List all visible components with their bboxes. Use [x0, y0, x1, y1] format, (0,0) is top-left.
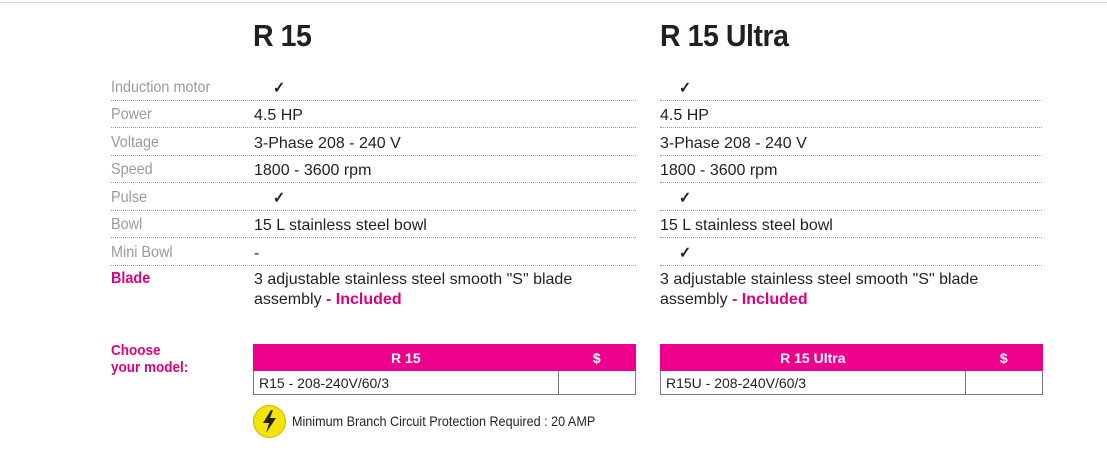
spec-label: Voltage — [111, 134, 160, 151]
blade-label: Blade — [111, 270, 151, 287]
check-mark-icon: ✓ — [679, 80, 692, 97]
dotted-divider — [660, 100, 1042, 101]
dotted-divider — [660, 155, 1042, 156]
check-mark-icon: ✓ — [679, 190, 692, 207]
price-table-price-cell — [557, 370, 637, 395]
model-title-r15: R 15 — [253, 18, 312, 53]
dotted-divider — [111, 210, 636, 211]
spec-value: 15 L stainless steel bowl — [660, 217, 833, 234]
dotted-divider — [660, 127, 1042, 128]
spec-value: 3-Phase 208 - 240 V — [254, 135, 401, 152]
price-table-sku: R15 - 208-240V/60/3 — [253, 370, 559, 395]
price-table-header-price: $ — [964, 344, 1044, 371]
price-table-price-cell — [964, 370, 1044, 395]
dotted-divider — [111, 182, 636, 183]
price-table-header-model: R 15 Ultra — [660, 344, 966, 371]
spec-label: Induction motor — [111, 79, 211, 96]
spec-value: 15 L stainless steel bowl — [254, 217, 427, 234]
dotted-divider — [111, 237, 636, 238]
check-mark-icon: ✓ — [273, 190, 286, 207]
circuit-protection-text: Minimum Branch Circuit Protection Requir… — [292, 413, 596, 429]
dotted-divider — [111, 155, 636, 156]
choose-line-1: Choose — [111, 342, 161, 359]
check-mark-icon: ✓ — [679, 245, 692, 262]
spec-value: 1800 - 3600 rpm — [660, 162, 778, 179]
spec-label: Pulse — [111, 189, 148, 206]
dotted-divider — [111, 265, 636, 266]
top-divider — [0, 2, 1107, 3]
dotted-divider — [660, 210, 1042, 211]
spec-value: - — [254, 245, 260, 262]
blade-value: 3 adjustable stainless steel smooth "S" … — [254, 270, 634, 310]
choose-line-2: your model: — [111, 359, 189, 376]
included-tag: - Included — [326, 291, 402, 308]
dotted-divider — [660, 182, 1042, 183]
check-mark-icon: ✓ — [273, 80, 286, 97]
blade-value: 3 adjustable stainless steel smooth "S" … — [660, 270, 1040, 310]
spec-value: 1800 - 3600 rpm — [254, 162, 372, 179]
spec-label: Power — [111, 106, 152, 123]
price-table-r15: R 15 $ R15 - 208-240V/60/3 — [253, 344, 637, 395]
model-title-r15-ultra: R 15 Ultra — [660, 18, 789, 53]
price-table-header-model: R 15 — [253, 344, 559, 371]
dotted-divider — [660, 237, 1042, 238]
price-table-r15-ultra: R 15 Ultra $ R15U - 208-240V/60/3 — [660, 344, 1044, 395]
dotted-divider — [111, 100, 636, 101]
spec-label: Speed — [111, 161, 153, 178]
blade-description: 3 adjustable stainless steel smooth "S" … — [254, 271, 573, 308]
dotted-divider — [111, 127, 636, 128]
spec-value: 3-Phase 208 - 240 V — [660, 135, 807, 152]
spec-label: Bowl — [111, 216, 143, 233]
blade-description: 3 adjustable stainless steel smooth "S" … — [660, 271, 979, 308]
price-table-sku: R15U - 208-240V/60/3 — [660, 370, 966, 395]
choose-model-label: Choose your model: — [111, 342, 188, 376]
price-table-header-price: $ — [557, 344, 637, 371]
lightning-bolt-icon — [253, 405, 286, 438]
included-tag: - Included — [732, 291, 808, 308]
spec-value: 4.5 HP — [254, 107, 303, 124]
dotted-divider — [660, 265, 1042, 266]
spec-value: 4.5 HP — [660, 107, 709, 124]
spec-label: Mini Bowl — [111, 244, 173, 261]
